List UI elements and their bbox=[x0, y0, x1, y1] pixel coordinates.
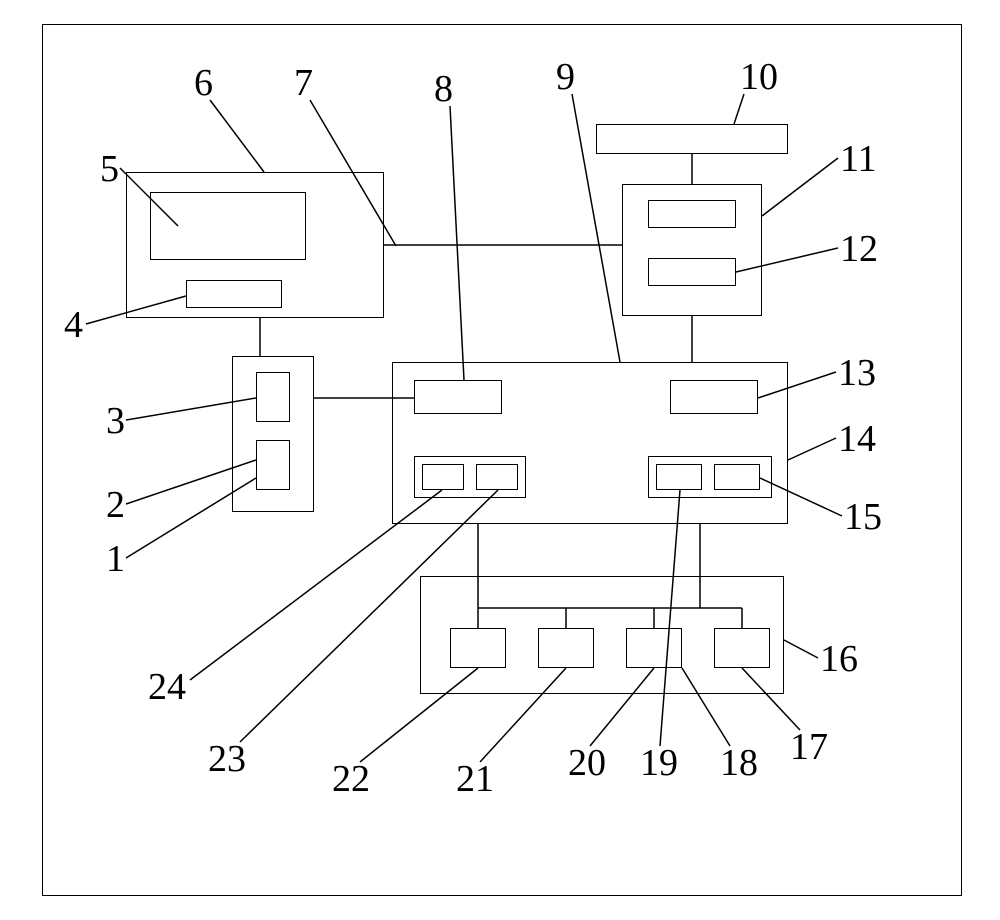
box-21 bbox=[538, 628, 594, 668]
label-16: 16 bbox=[820, 640, 858, 678]
box-4 bbox=[186, 280, 282, 308]
label-15: 15 bbox=[844, 498, 882, 536]
label-17: 17 bbox=[790, 728, 828, 766]
label-3: 3 bbox=[106, 402, 125, 440]
box-10 bbox=[596, 124, 788, 154]
label-5: 5 bbox=[100, 150, 119, 188]
label-8: 8 bbox=[434, 70, 453, 108]
label-21: 21 bbox=[456, 760, 494, 798]
box-15-inner bbox=[714, 464, 760, 490]
label-23: 23 bbox=[208, 740, 246, 778]
label-24: 24 bbox=[148, 668, 186, 706]
label-2: 2 bbox=[106, 486, 125, 524]
box-2 bbox=[256, 440, 290, 490]
box-22 bbox=[450, 628, 506, 668]
box-12 bbox=[648, 258, 736, 286]
label-13: 13 bbox=[838, 354, 876, 392]
label-1: 1 bbox=[106, 540, 125, 578]
label-10: 10 bbox=[740, 58, 778, 96]
box-13 bbox=[670, 380, 758, 414]
label-7: 7 bbox=[294, 64, 313, 102]
label-19: 19 bbox=[640, 744, 678, 782]
label-6: 6 bbox=[194, 64, 213, 102]
label-22: 22 bbox=[332, 760, 370, 798]
label-20: 20 bbox=[568, 744, 606, 782]
label-14: 14 bbox=[838, 420, 876, 458]
box-24-inner bbox=[422, 464, 464, 490]
label-12: 12 bbox=[840, 230, 878, 268]
label-9: 9 bbox=[556, 58, 575, 96]
box-23-inner bbox=[476, 464, 518, 490]
box-8 bbox=[414, 380, 502, 414]
label-4: 4 bbox=[64, 306, 83, 344]
label-11: 11 bbox=[840, 140, 877, 178]
box-19-inner bbox=[656, 464, 702, 490]
box-20 bbox=[626, 628, 682, 668]
box-17 bbox=[714, 628, 770, 668]
diagram-canvas: 1 2 3 4 5 6 7 8 9 10 11 12 13 14 15 16 1… bbox=[0, 0, 1000, 920]
label-18: 18 bbox=[720, 744, 758, 782]
box-5 bbox=[150, 192, 306, 260]
box-9 bbox=[648, 200, 736, 228]
box-3 bbox=[256, 372, 290, 422]
